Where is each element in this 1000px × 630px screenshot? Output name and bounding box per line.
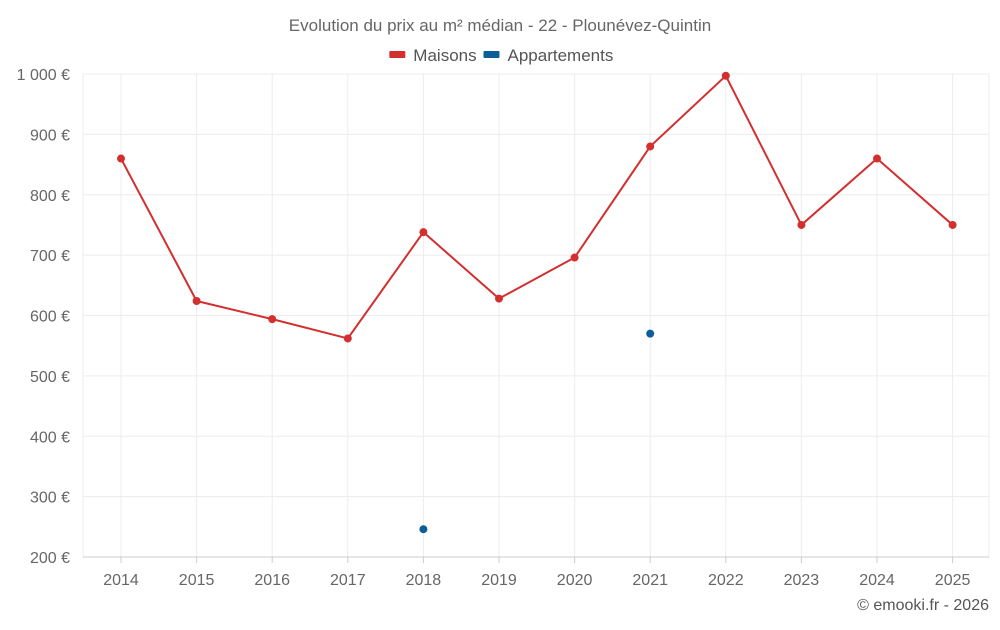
legend-swatch [389, 51, 406, 58]
x-tick-label: 2021 [632, 572, 668, 589]
data-point-maisons[interactable] [797, 220, 806, 229]
data-point-maisons[interactable] [948, 220, 957, 229]
data-point-maisons[interactable] [192, 297, 201, 306]
legend-swatch [483, 51, 500, 58]
y-tick-label: 600 € [30, 309, 70, 326]
legend-label: Appartements [508, 46, 614, 65]
data-point-maisons[interactable] [117, 154, 125, 163]
legend-label: Maisons [413, 46, 476, 65]
x-tick-label: 2024 [859, 572, 895, 589]
y-tick-label: 800 € [30, 188, 70, 205]
data-point-maisons[interactable] [570, 253, 579, 262]
y-tick-label: 200 € [30, 550, 70, 567]
data-point-appartements[interactable] [419, 525, 428, 534]
x-tick-label: 2025 [935, 572, 971, 589]
data-point-maisons[interactable] [495, 294, 503, 303]
y-tick-label: 400 € [30, 429, 70, 446]
series-line-maisons [120, 74, 954, 340]
y-tick-label: 500 € [30, 369, 70, 386]
data-point-maisons[interactable] [419, 228, 428, 237]
series-layer [117, 71, 957, 534]
data-point-maisons[interactable] [343, 334, 352, 343]
data-point-maisons[interactable] [721, 71, 730, 80]
x-tick-label: 2020 [557, 572, 593, 589]
y-tick-label: 900 € [30, 127, 70, 144]
data-point-maisons[interactable] [873, 154, 881, 163]
y-tick-label: 1 000 € [17, 67, 70, 84]
axes: 200 € 300 € 400 € 500 € 600 € 700 € 800 € 900 €… [17, 67, 989, 589]
y-tick-label: 700 € [30, 248, 70, 265]
grid [82, 73, 990, 557]
x-tick-label: 2022 [708, 572, 744, 589]
data-point-maisons[interactable] [268, 315, 277, 324]
x-tick-label: 2019 [481, 572, 517, 589]
chart-legend: Maisons Appartements [389, 46, 613, 65]
legend-item-maisons[interactable]: Maisons [389, 46, 477, 65]
data-point-appartements[interactable] [646, 329, 655, 338]
credit-label: © emooki.fr - 2026 [857, 597, 989, 614]
chart-title: Evolution du prix au m² médian - 22 - Pl… [289, 16, 711, 35]
x-tick-label: 2017 [330, 572, 366, 589]
x-tick-label: 2016 [254, 572, 290, 589]
x-tick-label: 2023 [784, 572, 820, 589]
data-point-maisons[interactable] [646, 142, 655, 151]
x-tick-label: 2015 [179, 572, 215, 589]
x-tick-label: 2018 [406, 572, 442, 589]
legend-item-appartements[interactable]: Appartements [483, 46, 614, 65]
x-tick-label: 2014 [103, 572, 139, 589]
y-tick-label: 300 € [30, 490, 70, 507]
